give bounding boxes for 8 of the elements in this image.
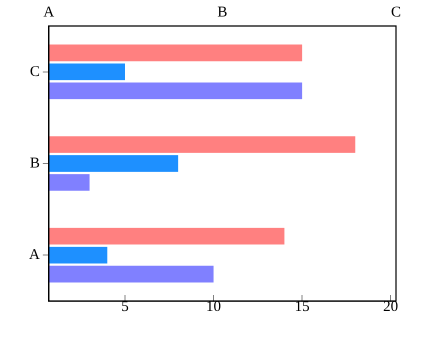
y-tick-label: C bbox=[30, 64, 40, 80]
y-tick-label: A bbox=[28, 247, 40, 264]
text: C bbox=[390, 4, 402, 20]
x-tick-label: 20 bbox=[383, 298, 398, 315]
text: A bbox=[43, 4, 54, 20]
x-tick-label: 10 bbox=[206, 298, 222, 315]
y-tick-label: B bbox=[30, 155, 40, 172]
text: B bbox=[217, 4, 228, 20]
